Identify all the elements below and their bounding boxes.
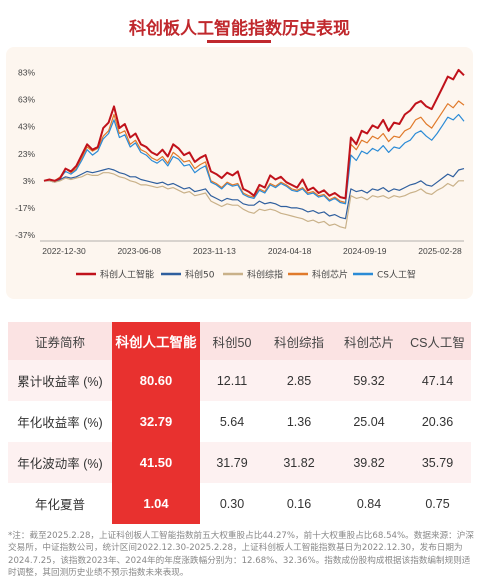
y-tick-label: 23% bbox=[18, 149, 35, 159]
series-line-2 bbox=[44, 172, 464, 229]
header-cell: 科创综指 bbox=[264, 322, 334, 360]
table-row: 年化夏普 1.04 0.30 0.16 0.84 0.75 bbox=[8, 483, 471, 524]
series-line-4 bbox=[43, 113, 465, 205]
series-line-3 bbox=[43, 100, 465, 204]
performance-table-wrap: 证券简称 科创人工智能 科创50 科创综指 科创芯片 CS人工智 累计收益率 (… bbox=[8, 322, 471, 524]
footnote: *注：截至2025.2.28，上证科创板人工智能指数前五大权重股占比44.27%… bbox=[8, 531, 474, 579]
table-cell: 39.82 bbox=[334, 442, 404, 483]
header-cell-highlight: 科创人工智能 bbox=[112, 322, 200, 360]
table-cell: 1.36 bbox=[264, 401, 334, 442]
legend-label: 科创人工智能 bbox=[100, 269, 154, 281]
table-cell: 35.79 bbox=[404, 442, 471, 483]
legend-label: 科创50 bbox=[185, 269, 215, 281]
table-cell: 31.79 bbox=[200, 442, 264, 483]
table-cell: 31.82 bbox=[264, 442, 334, 483]
header-cell: CS人工智 bbox=[404, 322, 471, 360]
table-row: 年化收益率 (%) 32.79 5.64 1.36 25.04 20.36 bbox=[8, 401, 471, 442]
table-row: 年化波动率 (%) 41.50 31.79 31.82 39.82 35.79 bbox=[8, 442, 471, 483]
header-cell: 科创50 bbox=[200, 322, 264, 360]
performance-table: 证券简称 科创人工智能 科创50 科创综指 科创芯片 CS人工智 累计收益率 (… bbox=[8, 322, 471, 524]
y-tick-label: -37% bbox=[15, 230, 35, 240]
series-line-1 bbox=[44, 167, 465, 220]
series-line-0 bbox=[43, 68, 465, 200]
legend-label: CS人工智 bbox=[377, 269, 416, 281]
x-tick-label: 2022-12-30 bbox=[42, 246, 86, 256]
row-label: 累计收益率 (%) bbox=[8, 360, 112, 401]
table-cell: 5.64 bbox=[200, 401, 264, 442]
row-label: 年化波动率 (%) bbox=[8, 442, 112, 483]
table-cell: 0.84 bbox=[334, 483, 404, 524]
x-tick-label: 2023-06-08 bbox=[117, 246, 161, 256]
table-cell: 25.04 bbox=[334, 401, 404, 442]
row-label: 年化收益率 (%) bbox=[8, 401, 112, 442]
header-cell: 证券简称 bbox=[8, 322, 112, 360]
table-cell-highlight: 32.79 bbox=[112, 401, 200, 442]
table-cell: 0.30 bbox=[200, 483, 264, 524]
x-tick-label: 2024-04-18 bbox=[268, 246, 312, 256]
chart-card: 83% 63% 43% 23% 3% -17% -37% 2022-12-30 2023-06-… bbox=[6, 47, 473, 299]
legend-label: 科创芯片 bbox=[312, 269, 348, 281]
table-cell-highlight: 1.04 bbox=[112, 483, 200, 524]
x-tick-label: 2024-09-19 bbox=[343, 246, 387, 256]
y-tick-label: 3% bbox=[23, 176, 36, 186]
table-cell: 2.85 bbox=[264, 360, 334, 401]
title-underline bbox=[207, 40, 271, 43]
header-cell: 科创芯片 bbox=[334, 322, 404, 360]
table-cell: 20.36 bbox=[404, 401, 471, 442]
table-header-row: 证券简称 科创人工智能 科创50 科创综指 科创芯片 CS人工智 bbox=[8, 322, 471, 360]
y-tick-label: 83% bbox=[18, 68, 35, 78]
y-tick-label: 63% bbox=[18, 95, 35, 105]
table-cell: 0.16 bbox=[264, 483, 334, 524]
table-cell-highlight: 80.60 bbox=[112, 360, 200, 401]
line-chart: 83% 63% 43% 23% 3% -17% -37% 2022-12-30 2023-06-… bbox=[15, 68, 465, 281]
table-cell: 0.75 bbox=[404, 483, 471, 524]
x-tick-label: 2023-11-13 bbox=[193, 246, 236, 256]
table-row: 累计收益率 (%) 80.60 12.11 2.85 59.32 47.14 bbox=[8, 360, 471, 401]
legend-label: 科创综指 bbox=[247, 269, 283, 281]
table-cell: 59.32 bbox=[334, 360, 404, 401]
y-tick-label: 43% bbox=[18, 122, 35, 132]
y-tick-label: -17% bbox=[15, 203, 35, 213]
x-tick-label: 2025-02-28 bbox=[418, 246, 462, 256]
table-cell-highlight: 41.50 bbox=[112, 442, 200, 483]
table-cell: 47.14 bbox=[404, 360, 471, 401]
page-title: 科创板人工智能指数历史表现 bbox=[129, 19, 350, 39]
row-label: 年化夏普 bbox=[8, 483, 112, 524]
table-cell: 12.11 bbox=[200, 360, 264, 401]
